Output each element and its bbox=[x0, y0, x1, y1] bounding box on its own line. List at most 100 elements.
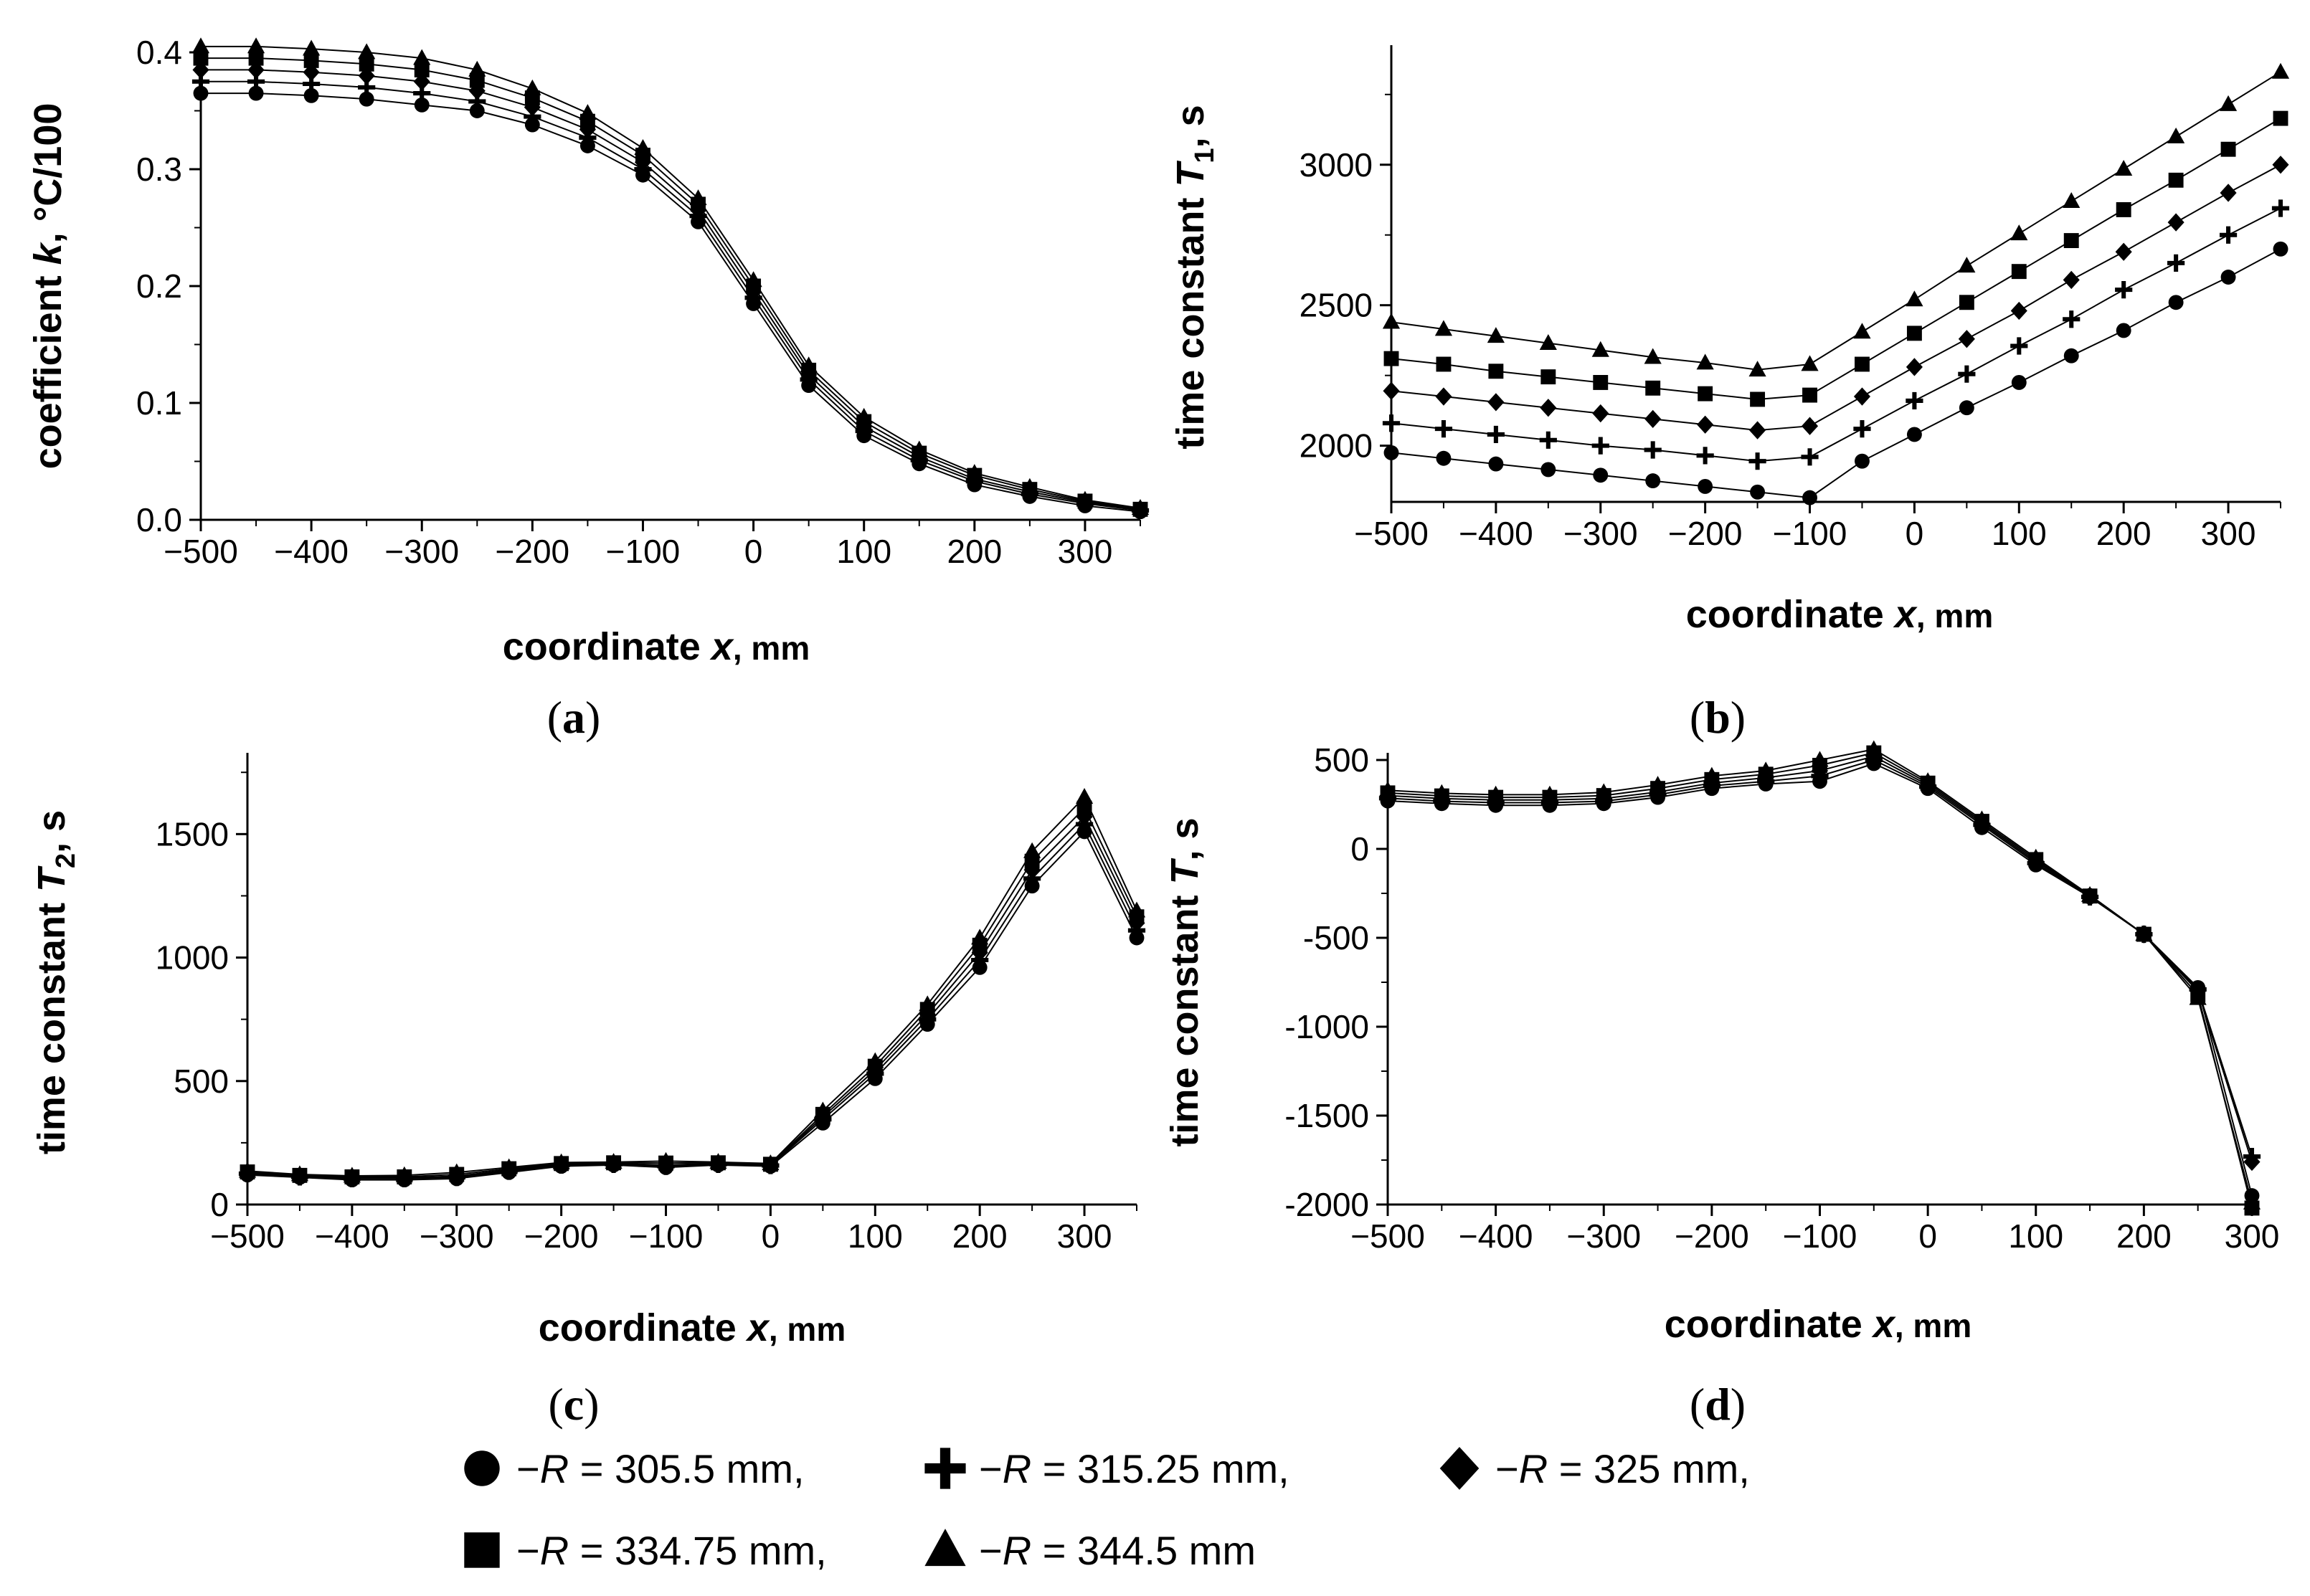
series-diamond bbox=[1383, 156, 2289, 440]
data-point bbox=[1127, 901, 1146, 918]
data-point bbox=[1906, 326, 1922, 341]
data-point bbox=[193, 85, 209, 101]
series-line bbox=[247, 815, 1137, 1179]
series-circle bbox=[240, 824, 1145, 1188]
panel-d: −500 −400 −300 −200 −100 0 100 200 300 500 0 -500 -1… bbox=[1163, 740, 2279, 1430]
legend-label: −R = 315.25 mm, bbox=[979, 1446, 1289, 1491]
data-point bbox=[744, 271, 762, 288]
data-point bbox=[303, 87, 319, 103]
y-tick-label: 500 bbox=[174, 1063, 229, 1100]
data-point bbox=[1802, 490, 1817, 505]
data-point bbox=[2115, 281, 2133, 299]
data-point bbox=[1488, 456, 1504, 472]
series-line bbox=[201, 80, 1141, 511]
x-tick-label: −300 bbox=[420, 1217, 494, 1255]
legend-item: −R = 334.75 mm, bbox=[464, 1528, 827, 1573]
data-point bbox=[1801, 448, 1819, 466]
x-tick-label: 300 bbox=[1057, 1217, 1112, 1255]
panel-c: −500 −400 −300 −200 −100 0 100 200 300 0 500 1000 15… bbox=[30, 753, 1146, 1430]
series-line bbox=[201, 45, 1141, 509]
data-point bbox=[1649, 776, 1667, 792]
data-point bbox=[1973, 810, 1991, 827]
data-point bbox=[468, 60, 486, 77]
data-point bbox=[1703, 766, 1720, 783]
data-point bbox=[1382, 313, 1401, 329]
x-tick-label: 0 bbox=[1918, 1217, 1937, 1255]
y-axis-label: coefficient k, °C/100 bbox=[27, 103, 70, 470]
data-point bbox=[1433, 784, 1451, 800]
data-point bbox=[2273, 241, 2288, 257]
data-point bbox=[1750, 391, 1766, 407]
x-axis-label: coordinate x, mm bbox=[503, 625, 810, 668]
y-tick-label: 0.3 bbox=[136, 151, 182, 188]
data-point bbox=[2271, 62, 2290, 79]
legend-marker-square-icon bbox=[464, 1532, 500, 1568]
data-point bbox=[1540, 785, 1559, 802]
x-tick-label: −300 bbox=[1566, 1217, 1641, 1255]
data-point bbox=[1750, 484, 1766, 500]
y-tick-label: 0 bbox=[1350, 830, 1369, 868]
y-axis-label: time constant T1, s bbox=[1169, 105, 1220, 449]
data-point bbox=[2063, 270, 2080, 290]
data-point bbox=[2135, 925, 2153, 941]
data-point bbox=[634, 139, 652, 156]
x-tick-label: 300 bbox=[2201, 515, 2256, 552]
data-point bbox=[2116, 323, 2131, 338]
series-circle bbox=[1380, 756, 2260, 1204]
data-point bbox=[247, 37, 265, 54]
data-point bbox=[1906, 427, 1922, 442]
legend-label: −R = 325 mm, bbox=[1495, 1446, 1750, 1491]
data-point bbox=[579, 104, 597, 120]
data-point bbox=[1748, 452, 1766, 470]
data-point bbox=[2167, 127, 2185, 143]
y-tick-label: -500 bbox=[1303, 919, 1369, 956]
data-point bbox=[1855, 453, 1870, 469]
data-point bbox=[1595, 783, 1613, 799]
data-point bbox=[469, 72, 485, 88]
data-point bbox=[919, 995, 937, 1012]
series-square bbox=[1380, 745, 2260, 1216]
data-point bbox=[1645, 380, 1661, 396]
legend-marker-plus-icon bbox=[924, 1448, 966, 1489]
y-tick-label: 1000 bbox=[156, 939, 229, 977]
x-tick-label: −200 bbox=[524, 1217, 599, 1255]
series-line bbox=[1387, 759, 2253, 1157]
data-point bbox=[1698, 478, 1713, 494]
x-tick-label: −100 bbox=[606, 533, 681, 570]
x-tick-label: −500 bbox=[1350, 1217, 1425, 1255]
data-point bbox=[2011, 375, 2027, 390]
data-point bbox=[395, 1166, 413, 1182]
y-tick-label: -1500 bbox=[1284, 1097, 1369, 1134]
data-point bbox=[1696, 447, 1714, 465]
x-tick-label: −200 bbox=[1675, 1217, 1749, 1255]
data-point bbox=[689, 189, 707, 206]
data-point bbox=[2168, 172, 2184, 188]
data-point bbox=[1906, 391, 1923, 410]
data-point bbox=[1958, 257, 1976, 273]
legend: −R = 305.5 mm, −R = 315.25 mm, −R = 325 mm… bbox=[464, 1446, 1750, 1573]
data-point bbox=[2116, 202, 2131, 217]
data-point bbox=[2063, 233, 2079, 249]
data-point bbox=[303, 63, 320, 82]
y-tick-label: 0 bbox=[210, 1186, 229, 1223]
data-point bbox=[855, 407, 873, 424]
data-point bbox=[1644, 348, 1662, 364]
data-point bbox=[1076, 490, 1094, 507]
legend-marker-circle-icon bbox=[464, 1450, 500, 1486]
x-tick-label: 200 bbox=[952, 1217, 1008, 1255]
data-point bbox=[248, 85, 264, 101]
data-point bbox=[1855, 356, 1870, 372]
series-line bbox=[247, 795, 1137, 1177]
data-point bbox=[359, 56, 374, 72]
x-tick-label: 200 bbox=[2116, 1217, 2172, 1255]
series-line bbox=[1387, 762, 2253, 1196]
data-point bbox=[2273, 110, 2288, 126]
y-tick-label: 0.1 bbox=[136, 384, 182, 422]
data-point bbox=[238, 1162, 257, 1178]
x-tick-label: 0 bbox=[762, 1217, 780, 1255]
data-point bbox=[2219, 95, 2238, 111]
x-tick-label: −400 bbox=[1459, 515, 1533, 552]
data-point bbox=[2167, 254, 2185, 272]
series-line bbox=[1391, 118, 2281, 401]
data-point bbox=[358, 43, 376, 60]
